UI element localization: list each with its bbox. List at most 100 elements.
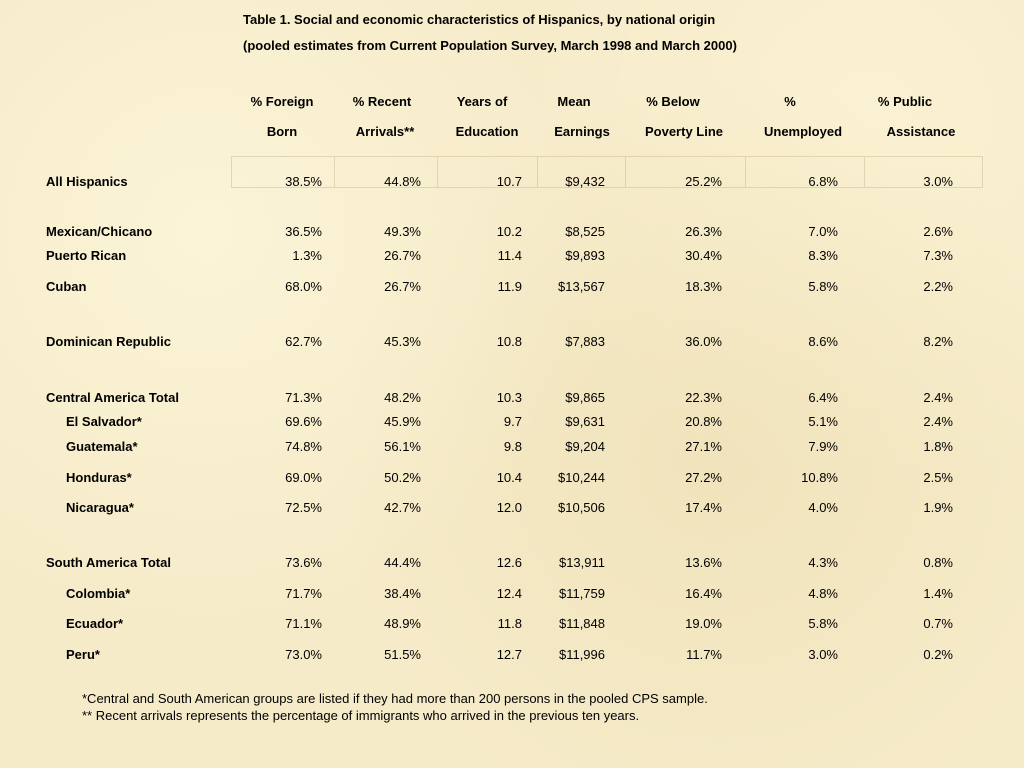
table-cell: 72.5% [285, 500, 322, 515]
table-cell: 26.7% [384, 279, 421, 294]
table-cell: 30.4% [685, 248, 722, 263]
column-header: % [784, 94, 796, 109]
table-cell: 8.2% [923, 334, 953, 349]
table-cell: 20.8% [685, 414, 722, 429]
table-grid [231, 156, 983, 188]
table-cell: 8.6% [808, 334, 838, 349]
column-header: Assistance [886, 124, 956, 139]
table-cell: 27.1% [685, 439, 722, 454]
table-cell: 6.4% [808, 390, 838, 405]
table-cell: 11.4 [497, 248, 522, 263]
column-header: Education [455, 124, 519, 139]
table-cell: 10.4 [496, 470, 522, 485]
table-cell: 8.3% [808, 248, 838, 263]
table-cell: 2.6% [923, 224, 953, 239]
table-cell: 9.7 [503, 414, 522, 429]
table-cell: 68.0% [285, 279, 322, 294]
table-cell: 12.0 [496, 500, 522, 515]
column-header: % Below [646, 94, 700, 109]
table-cell: 51.5% [384, 647, 421, 662]
table-cell: 12.4 [496, 586, 522, 601]
row-label: Guatemala* [66, 439, 138, 454]
table-cell: 27.2% [685, 470, 722, 485]
table-cell: 0.2% [923, 647, 953, 662]
table-cell: 5.8% [808, 616, 838, 631]
table-cell: 18.3% [685, 279, 722, 294]
table-cell: 3.0% [808, 647, 838, 662]
table-cell: 10.8% [801, 470, 838, 485]
table-cell: $10,506 [558, 500, 605, 515]
row-label: Colombia* [66, 586, 131, 601]
column-header: % Foreign [250, 94, 314, 109]
row-label: Nicaragua* [66, 500, 134, 515]
table-cell: 2.4% [923, 390, 953, 405]
table-cell: 2.2% [923, 279, 953, 294]
table-cell: 10.3 [496, 390, 522, 405]
column-header: % Recent [352, 94, 412, 109]
row-label: Honduras* [66, 470, 132, 485]
table-cell: $11,996 [558, 647, 605, 662]
table-cell: 7.0% [808, 224, 838, 239]
table-cell: 71.1% [285, 616, 322, 631]
table-cell: 2.4% [923, 414, 953, 429]
table-cell: 12.6 [496, 555, 522, 570]
table-cell: 26.7% [384, 248, 421, 263]
table-cell: 3.0% [923, 174, 953, 189]
table-cell: 7.9% [808, 439, 838, 454]
table-cell: $13,911 [558, 555, 605, 570]
table-cell: 73.6% [285, 555, 322, 570]
table-cell: 44.8% [384, 174, 421, 189]
column-header: Mean [557, 94, 591, 109]
table-cell: 69.0% [285, 470, 322, 485]
table-cell: 12.7 [496, 647, 522, 662]
footnote: *Central and South American groups are l… [82, 691, 708, 706]
table-title: Table 1. Social and economic characteris… [243, 12, 716, 27]
table-cell: 69.6% [285, 414, 322, 429]
table-cell: 13.6% [685, 555, 722, 570]
table-cell: 45.9% [384, 414, 421, 429]
table-cell: 45.3% [384, 334, 421, 349]
table-cell: 49.3% [384, 224, 421, 239]
table-cell: 44.4% [384, 555, 421, 570]
table-cell: 7.3% [923, 248, 953, 263]
table-subtitle: (pooled estimates from Current Populatio… [243, 38, 737, 53]
table-cell: 62.7% [285, 334, 322, 349]
table-cell: 10.7 [496, 174, 522, 189]
table-cell: $7,883 [565, 334, 605, 349]
row-label: Peru* [66, 647, 100, 662]
table-cell: 17.4% [685, 500, 722, 515]
table-cell: 71.7% [285, 586, 322, 601]
table-cell: 36.0% [685, 334, 722, 349]
table-cell: 38.5% [285, 174, 322, 189]
table-cell: 26.3% [685, 224, 722, 239]
table-cell: $11,848 [558, 616, 605, 631]
table-cell: 11.7% [686, 647, 722, 662]
table-cell: 11.9 [497, 279, 522, 294]
table-cell: $10,244 [558, 470, 605, 485]
row-label: South America Total [46, 555, 171, 570]
table-cell: $9,631 [565, 414, 605, 429]
table-cell: $9,204 [565, 439, 605, 454]
table-cell: $9,893 [565, 248, 605, 263]
table-cell: $8,525 [565, 224, 605, 239]
row-label: Dominican Republic [46, 334, 171, 349]
table-cell: 38.4% [384, 586, 421, 601]
table-cell: 19.0% [685, 616, 722, 631]
table-cell: 10.8 [496, 334, 522, 349]
row-label: All Hispanics [46, 174, 128, 189]
column-header: Unemployed [763, 124, 843, 139]
table-cell: 1.9% [923, 500, 953, 515]
table-cell: 42.7% [384, 500, 421, 515]
table-cell: 73.0% [285, 647, 322, 662]
table-cell: 5.8% [808, 279, 838, 294]
table-cell: 16.4% [685, 586, 722, 601]
column-header: Years of [456, 94, 508, 109]
table-cell: 6.8% [808, 174, 838, 189]
row-label: Central America Total [46, 390, 179, 405]
footnote: ** Recent arrivals represents the percen… [82, 708, 640, 723]
table-cell: 4.3% [808, 555, 838, 570]
column-header: Born [266, 124, 298, 139]
table-cell: $13,567 [558, 279, 605, 294]
row-label: Cuban [46, 279, 87, 294]
table-cell: 10.2 [496, 224, 522, 239]
